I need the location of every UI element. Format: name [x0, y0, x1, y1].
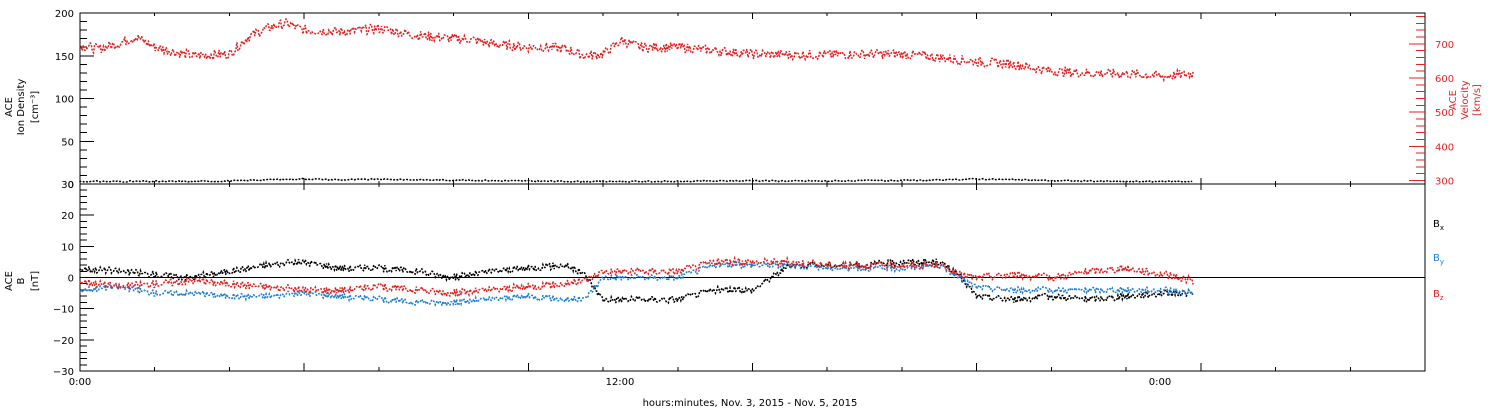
top-left-y-tick-label: 0: [68, 180, 74, 191]
legend-bz-base: B: [1433, 289, 1440, 300]
x-tick-label-2: 0:00: [1149, 377, 1171, 388]
chart-marks: 2001501005007006005004003003020100−10−20…: [53, 9, 1454, 378]
bottom-left-y-tick-label: −30: [53, 367, 74, 378]
x-axis-title: hours:minutes, Nov. 3, 2015 - Nov. 5, 20…: [643, 398, 858, 409]
legend: Bx By Bz: [1433, 219, 1444, 302]
bottom-left-ylabel-line2: B: [16, 277, 27, 284]
legend-bx: Bx: [1433, 219, 1444, 232]
top-right-y-tick-label: 300: [1435, 177, 1454, 188]
top-left-y-tick-label: 100: [55, 95, 74, 106]
top-right-ylabel-line3: [km/s]: [1472, 84, 1483, 116]
bottom-left-y-tick-label: −20: [53, 336, 74, 347]
x-tick-label-0: 0:00: [69, 377, 91, 388]
top-left-ylabel-line1: ACE: [4, 97, 15, 117]
bottom-left-y-tick-label: 30: [61, 180, 74, 191]
bottom-left-ylabel-line1: ACE: [4, 271, 15, 291]
x-tick-label-1: 12:00: [606, 377, 635, 388]
legend-by: By: [1433, 253, 1444, 266]
legend-bz-sub: z: [1440, 294, 1444, 302]
top-panel-frame: [79, 12, 1426, 185]
top-left-y-tick-label: 150: [55, 52, 74, 63]
bottom-left-ylabel-line3: [nT]: [30, 271, 41, 291]
top-right-y-tick-label: 600: [1435, 74, 1454, 85]
top-left-ylabel-line3: [cm⁻³]: [30, 91, 41, 123]
top-left-y-tick-label: 200: [55, 9, 74, 20]
velocity-series: [79, 17, 1194, 83]
top-right-y-tick-label: 500: [1435, 108, 1454, 119]
top-right-y-tick-label: 700: [1435, 40, 1454, 51]
top-right-ylabel-line2: Velocity: [1460, 80, 1471, 119]
legend-by-sub: y: [1440, 258, 1444, 266]
bz-series: [79, 255, 1194, 300]
bottom-left-y-tick-label: 20: [61, 211, 74, 222]
legend-bx-sub: x: [1440, 224, 1444, 232]
legend-by-base: B: [1433, 253, 1440, 264]
bottom-left-y-tick-label: 10: [61, 242, 74, 253]
legend-bx-base: B: [1433, 219, 1440, 230]
legend-bz: Bz: [1433, 289, 1444, 302]
top-left-ylabel-line2: Ion Density: [16, 79, 27, 136]
by-series: [79, 259, 1194, 309]
top-left-y-tick-label: 50: [61, 137, 74, 148]
bottom-left-y-tick-label: 0: [68, 274, 74, 285]
density-series: [79, 177, 1193, 184]
bottom-left-y-tick-label: −10: [53, 305, 74, 316]
top-right-ylabel-line1: ACE: [1448, 90, 1459, 110]
top-right-y-tick-label: 400: [1435, 142, 1454, 153]
bx-series: [79, 256, 1194, 306]
